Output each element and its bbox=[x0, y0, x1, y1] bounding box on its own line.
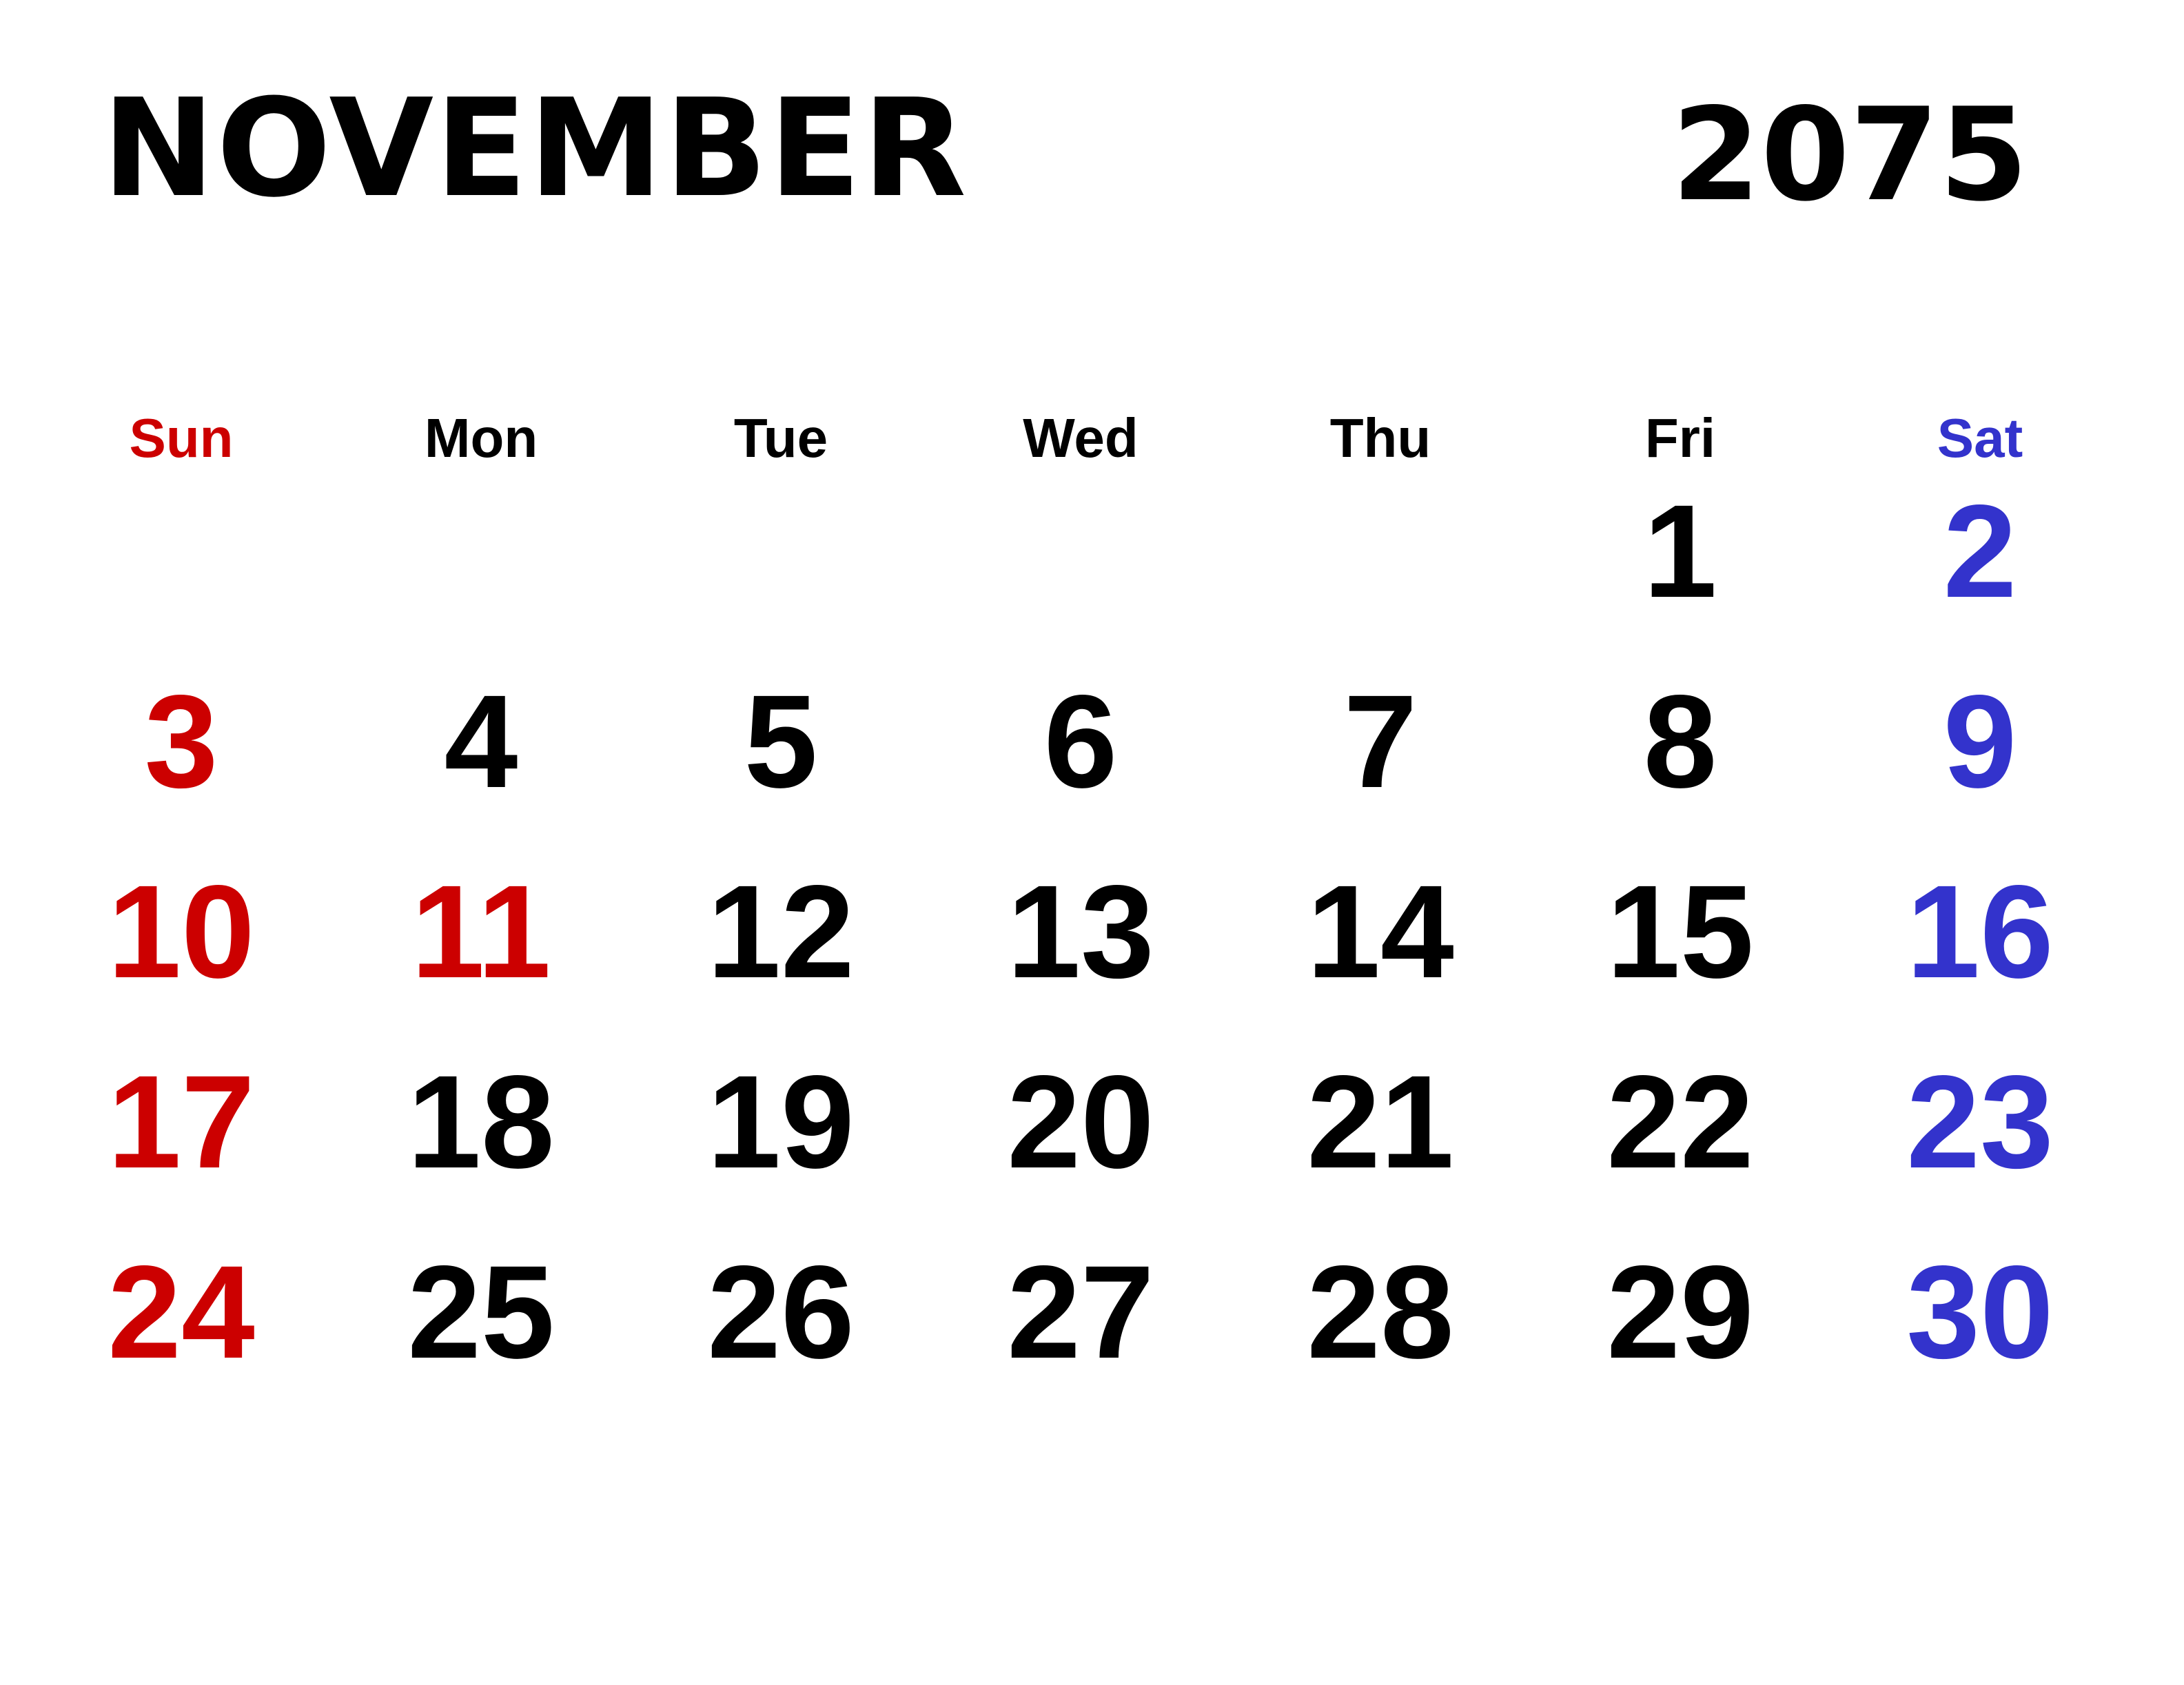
day-cell: 12 bbox=[707, 857, 855, 1005]
month-title: NOVEMBER bbox=[102, 70, 968, 227]
day-cell: 4 bbox=[444, 667, 518, 815]
day-cell: 3 bbox=[144, 667, 218, 815]
day-cell: 21 bbox=[1307, 1048, 1454, 1196]
day-cell: 25 bbox=[407, 1238, 555, 1386]
weekday-label-thursday: Thu bbox=[1329, 407, 1431, 469]
day-cell: 26 bbox=[707, 1238, 855, 1386]
day-cell: 13 bbox=[1007, 857, 1154, 1005]
weekday-label-saturday: Sat bbox=[1937, 407, 2023, 469]
day-cell: 30 bbox=[1906, 1238, 2054, 1386]
weekday-label-sunday: Sun bbox=[129, 407, 234, 469]
weekday-label-monday: Mon bbox=[424, 407, 538, 469]
day-cell: 10 bbox=[108, 857, 255, 1005]
day-cell: 20 bbox=[1007, 1048, 1154, 1196]
weekday-label-wednesday: Wed bbox=[1023, 407, 1139, 469]
day-cell: 19 bbox=[707, 1048, 855, 1196]
day-cell: 5 bbox=[744, 667, 818, 815]
weekday-header-row: Sun Mon Tue Wed Thu Fri Sat bbox=[0, 404, 2184, 473]
day-cell: 9 bbox=[1943, 667, 2017, 815]
day-cell: 23 bbox=[1906, 1048, 2054, 1196]
day-cell: 15 bbox=[1606, 857, 1754, 1005]
day-cell: 22 bbox=[1606, 1048, 1754, 1196]
weekday-label-tuesday: Tue bbox=[733, 407, 828, 469]
year-title: 2075 bbox=[1671, 80, 2028, 229]
day-cell: 6 bbox=[1043, 667, 1118, 815]
day-cell: 2 bbox=[1943, 477, 2017, 625]
day-cell: 11 bbox=[411, 857, 551, 1005]
day-cell: 16 bbox=[1906, 857, 2054, 1005]
weekday-label-friday: Fri bbox=[1644, 407, 1716, 469]
day-cell: 14 bbox=[1307, 857, 1454, 1005]
day-cell: 28 bbox=[1307, 1238, 1454, 1386]
day-cell: 17 bbox=[108, 1048, 255, 1196]
day-cell: 7 bbox=[1343, 667, 1418, 815]
day-cell: 24 bbox=[108, 1238, 255, 1386]
day-cell: 18 bbox=[407, 1048, 555, 1196]
day-cell: 29 bbox=[1606, 1238, 1754, 1386]
day-cell: 1 bbox=[1643, 477, 1717, 625]
day-cell: 27 bbox=[1007, 1238, 1154, 1386]
day-cell: 8 bbox=[1643, 667, 1717, 815]
